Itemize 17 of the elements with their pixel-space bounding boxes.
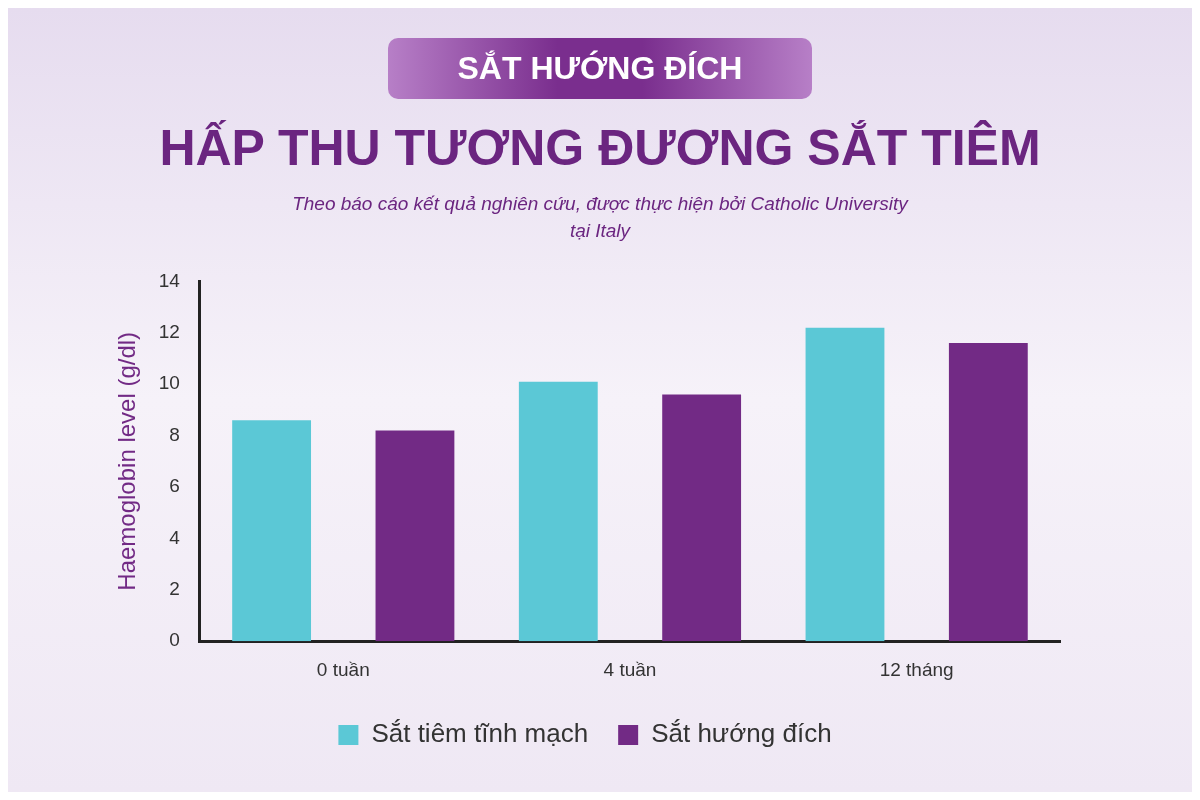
y-tick-label: 12 xyxy=(158,321,180,343)
x-tick-label: 12 tháng xyxy=(879,659,954,681)
x-tick-label: 4 tuần xyxy=(603,659,657,681)
y-tick-label: 4 xyxy=(169,526,181,548)
chart-subtitle: Theo báo cáo kết quả nghiên cứu, được thực hiện bởi Catholic University tại Italy xyxy=(291,192,910,243)
text: SẮT HƯỚNG ĐÍCH xyxy=(387,38,813,99)
legend-label: Sắt tiêm tĩnh mạch xyxy=(371,718,589,749)
y-axis-title: Haemoglobin level (g/dl) xyxy=(113,332,141,591)
y-tick-label: 14 xyxy=(158,269,181,291)
y-tick-label: 0 xyxy=(169,629,180,651)
x-tick-label: 0 tuần xyxy=(316,659,370,681)
y-tick-label: 10 xyxy=(158,372,180,394)
y-tick-label: 8 xyxy=(169,424,180,446)
y-tick-label: 2 xyxy=(169,578,180,600)
y-tick-label: 6 xyxy=(169,475,180,497)
legend-label: Sắt hướng đích xyxy=(651,718,832,749)
chart-title: HẤP THU TƯƠNG ĐƯƠNG SẮT TIÊM xyxy=(158,119,1042,177)
